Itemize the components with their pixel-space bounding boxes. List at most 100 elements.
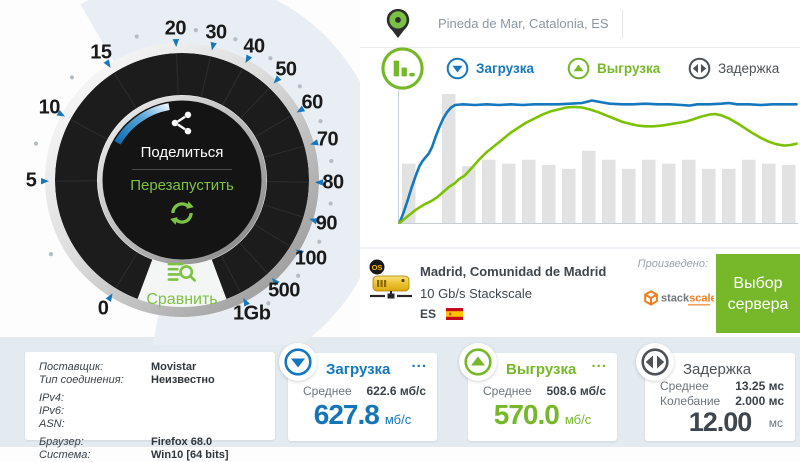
info-value	[151, 405, 263, 418]
logo-stack: stack	[661, 293, 690, 305]
svg-text:OS: OS	[372, 263, 383, 272]
upload-menu[interactable]: ...	[591, 354, 607, 371]
gauge-scale-label: 80	[322, 171, 343, 194]
gauge-scale-label: 70	[317, 128, 338, 151]
download-icon	[283, 347, 313, 377]
download-menu[interactable]: ...	[411, 354, 427, 371]
svg-text:stackscale: stackscale	[661, 293, 714, 305]
results-panel: Pineda de Mar, Catalonia, ES Загрузка	[360, 0, 800, 337]
latency-avg-label: Среднее	[660, 379, 709, 393]
latency-icon	[640, 347, 670, 377]
country-code: ES	[420, 307, 436, 321]
server-icon: OS	[368, 259, 414, 309]
logo-scale: scale	[689, 293, 714, 305]
legend-upload-label: Выгрузка	[597, 61, 660, 76]
info-label: Система:	[39, 449, 151, 462]
download-average-row: Среднее 622.6 мб/с	[303, 384, 426, 398]
chart-bar	[582, 151, 596, 223]
download-card: Загрузка ... Среднее 622.6 мб/с 627.8 мб…	[288, 353, 437, 441]
gauge-scale-label: 100	[295, 247, 327, 270]
info-value	[151, 418, 263, 431]
upload-badge	[459, 343, 497, 381]
gauge-scale-label: 20	[165, 18, 186, 41]
info-row-system: Система:Win10 [64 bits]	[39, 449, 263, 462]
compare-button[interactable]: Сравнить	[117, 261, 247, 309]
speed-chart	[398, 91, 798, 224]
info-row-connection-type: Тип соединения:Неизвестно	[39, 374, 263, 387]
info-label: Браузер:	[39, 436, 151, 449]
share-button[interactable]: Поделиться	[102, 110, 262, 161]
info-label: ASN:	[39, 418, 151, 431]
legend-upload[interactable]: Выгрузка	[567, 57, 660, 80]
chart-bar	[562, 169, 576, 223]
download-avg-value: 622.6 мб/с	[366, 384, 426, 398]
latency-unit: мс	[769, 416, 783, 430]
restart-label: Перезапустить	[102, 177, 262, 194]
legend-download[interactable]: Загрузка	[446, 57, 534, 80]
upload-title: Выгрузка	[506, 361, 576, 378]
upload-average-row: Среднее 508.6 мб/с	[483, 384, 606, 398]
download-avg-label: Среднее	[303, 384, 352, 398]
download-unit: мб/с	[385, 412, 411, 427]
chart-line-upload	[400, 107, 797, 223]
upload-card: Выгрузка ... Среднее 508.6 мб/с 570.0 мб…	[468, 353, 617, 441]
upload-avg-value: 508.6 мб/с	[546, 384, 606, 398]
gauge-scale-label: 10	[39, 96, 60, 119]
latency-title: Задержка	[683, 361, 751, 378]
latency-jitter-value: 2.000 мс	[735, 394, 784, 408]
map-pin-icon	[385, 7, 411, 40]
connection-info-card: Поставщик:Movistar Тип соединения:Неизве…	[25, 352, 275, 440]
latency-jitter-row: Колебание 2.000 мс	[660, 394, 784, 408]
chart-bar	[762, 164, 776, 223]
chart-bar	[722, 169, 736, 223]
stackscale-logo[interactable]: stackscale	[642, 288, 714, 313]
info-label: Тип соединения:	[39, 374, 151, 387]
legend-latency-label: Задержка	[718, 61, 779, 76]
chart-bar	[742, 160, 756, 223]
info-row-browser: Браузер:Firefox 68.0	[39, 436, 263, 449]
compare-label: Сравнить	[117, 291, 247, 309]
upload-unit: мб/с	[565, 412, 591, 427]
speed-chart-svg	[398, 91, 798, 224]
gauge-scale-label: 5	[26, 170, 37, 193]
info-row-ipv4: IPv4:	[39, 392, 263, 405]
chart-bar	[642, 160, 656, 223]
compare-icon	[167, 261, 197, 284]
server-select-button[interactable]: Выбор сервера	[716, 254, 800, 333]
gauge-center-divider	[132, 169, 232, 170]
latency-average-row: Среднее 13.25 мс	[660, 379, 784, 393]
gauge-scale-label: 50	[275, 59, 296, 82]
download-icon	[446, 57, 469, 80]
gauge-scale-label: 0	[98, 297, 109, 320]
upload-icon	[463, 347, 493, 377]
latency-value: 12.00	[689, 407, 752, 438]
share-icon	[169, 110, 195, 136]
restart-button[interactable]: Перезапустить	[102, 177, 262, 233]
info-row-asn: ASN:	[39, 418, 263, 431]
chart-bar	[522, 160, 536, 223]
refresh-icon	[167, 198, 197, 228]
gauge-scale-label: 30	[205, 21, 226, 44]
chart-view-button[interactable]	[380, 46, 425, 96]
spain-flag-icon	[446, 308, 463, 320]
header-divider	[622, 10, 623, 38]
download-value-row: 627.8 мб/с	[288, 399, 437, 431]
info-row-ipv6: IPv6:	[39, 405, 263, 418]
location-text: Pineda de Mar, Catalonia, ES	[438, 16, 609, 31]
legend-latency[interactable]: Задержка	[688, 57, 779, 80]
gauge-scale-label: 90	[316, 213, 337, 236]
chart-bar	[442, 94, 456, 223]
chart-bar	[782, 165, 796, 223]
chart-bar	[602, 160, 616, 223]
location-bar[interactable]: Pineda de Mar, Catalonia, ES	[360, 0, 800, 48]
download-badge	[279, 343, 317, 381]
latency-icon	[688, 57, 711, 80]
latency-avg-value: 13.25 мс	[735, 379, 784, 393]
gauge-scale-label: 15	[90, 41, 111, 64]
chart-bar	[682, 160, 696, 223]
chart-bar	[542, 165, 556, 223]
legend-download-label: Загрузка	[476, 61, 534, 76]
gauge-center: Поделиться Перезапустить	[102, 110, 262, 233]
upload-value: 570.0	[494, 399, 559, 431]
